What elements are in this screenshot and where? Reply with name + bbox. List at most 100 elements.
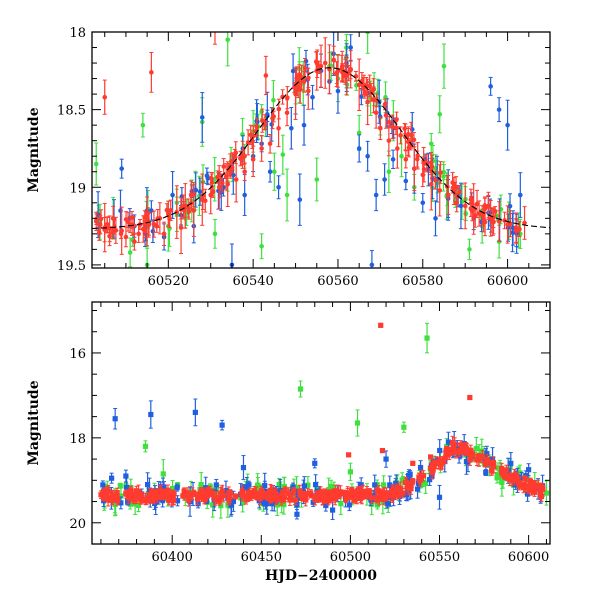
bottom-blue-point — [109, 475, 115, 481]
bottom-red-point — [265, 495, 271, 501]
bottom-red-point — [191, 490, 197, 496]
bottom-red-point — [427, 454, 434, 460]
top-red-point — [284, 110, 290, 116]
bottom-red-point — [129, 494, 135, 500]
top-blue-point — [382, 177, 387, 182]
bottom-red-point — [133, 492, 139, 498]
bottom-red-point — [128, 487, 134, 493]
bottom-red-point — [510, 478, 516, 484]
bottom-red-point — [373, 496, 380, 502]
top-y-tick-label: 18.5 — [57, 104, 86, 119]
bottom-green-point — [305, 482, 311, 488]
bottom-y-tick-label: 20 — [69, 517, 86, 532]
bottom-green-point — [240, 500, 246, 506]
bottom-red-point — [128, 492, 134, 498]
bottom-x-tick-label: 60600 — [508, 550, 549, 565]
bottom-red-point — [204, 493, 211, 499]
bottom-red-point — [315, 491, 321, 497]
bottom-red-point — [300, 496, 307, 502]
top-blue-point — [269, 122, 275, 127]
top-red-point — [457, 189, 462, 195]
bottom-blue-point — [384, 501, 391, 507]
top-red-point — [250, 157, 256, 162]
bottom-red-point — [103, 494, 109, 500]
bottom-red-point — [396, 492, 402, 498]
top-red-point — [110, 216, 116, 221]
top-green-point — [127, 250, 133, 255]
top-red-point — [178, 225, 184, 230]
top-green-point — [259, 243, 264, 249]
bottom-red-point — [318, 489, 325, 496]
top-red-point — [96, 230, 102, 236]
top-red-point — [496, 219, 502, 224]
bottom-red-point — [368, 495, 375, 501]
bottom-blue-point — [290, 484, 296, 490]
top-red-point — [429, 164, 435, 169]
top-blue-point — [205, 176, 211, 181]
bottom-green-point — [499, 479, 505, 486]
top-blue-point — [297, 197, 303, 202]
bottom-red-point — [418, 472, 425, 478]
top-red-point — [462, 203, 468, 209]
top-green-point — [441, 174, 446, 179]
bottom-x-axis-label: HJD−2400000 — [265, 568, 377, 584]
bottom-y-tick-label: 16 — [69, 347, 86, 362]
bottom-red-point — [503, 467, 509, 473]
bottom-blue-point — [525, 491, 531, 497]
bottom-blue-point — [192, 409, 198, 415]
top-red-point — [468, 197, 474, 202]
top-red-point — [221, 164, 226, 169]
bottom-blue-point — [346, 502, 352, 508]
bottom-red-point — [157, 488, 163, 494]
bottom-blue-point — [144, 481, 151, 488]
bottom-blue-point — [294, 511, 300, 517]
bottom-red-point — [132, 495, 138, 501]
bottom-green-point — [292, 491, 298, 497]
top-red-point — [415, 153, 420, 159]
bottom-red-point — [273, 491, 279, 497]
bottom-red-point — [160, 494, 167, 500]
bottom-red-point — [479, 453, 486, 460]
bottom-red-point — [346, 452, 352, 458]
top-green-point — [356, 130, 362, 136]
top-blue-point — [369, 262, 375, 268]
top-red-point — [209, 176, 214, 182]
bottom-red-point — [521, 482, 527, 488]
bottom-red-point — [332, 496, 338, 502]
top-red-point — [353, 74, 359, 79]
top-blue-point — [170, 192, 175, 198]
top-red-point — [263, 73, 269, 78]
bottom-red-point — [326, 497, 332, 504]
bottom-red-point — [461, 444, 467, 450]
bottom-red-point — [109, 493, 115, 500]
bottom-green-point — [380, 499, 386, 505]
top-blue-point — [356, 146, 362, 151]
bottom-red-point — [100, 493, 106, 499]
bottom-red-point — [379, 447, 386, 454]
bottom-green-point — [160, 471, 166, 477]
bottom-blue-point — [262, 482, 268, 489]
bottom-data-layer — [98, 322, 550, 520]
top-red-point — [225, 181, 231, 187]
bottom-red-point — [484, 458, 490, 464]
bottom-blue-point — [295, 495, 302, 501]
bottom-blue-point — [223, 488, 229, 494]
top-red-point — [398, 133, 403, 138]
top-red-point — [297, 87, 303, 92]
top-red-point — [479, 212, 485, 218]
bottom-red-point — [317, 496, 323, 503]
top-green-point — [271, 97, 276, 103]
bottom-red-point — [105, 497, 111, 503]
top-red-point — [411, 166, 417, 171]
bottom-x-tick-label: 60500 — [330, 550, 371, 565]
bottom-red-point — [226, 490, 232, 496]
bottom-red-point — [443, 447, 449, 454]
top-red-point — [93, 219, 99, 224]
top-red-point — [142, 214, 148, 220]
bottom-green-point — [507, 464, 513, 470]
top-blue-point — [373, 192, 379, 198]
bottom-red-point — [408, 486, 414, 492]
bottom-red-point — [253, 490, 259, 496]
bottom-blue-point — [387, 482, 393, 488]
